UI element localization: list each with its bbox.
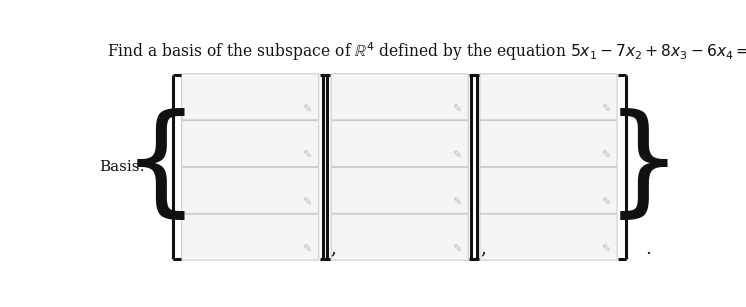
Text: ✎: ✎ [452, 198, 462, 208]
FancyBboxPatch shape [181, 74, 319, 120]
Text: ✎: ✎ [601, 151, 610, 161]
FancyBboxPatch shape [331, 74, 468, 120]
FancyBboxPatch shape [331, 214, 468, 260]
Text: ✎: ✎ [601, 104, 610, 115]
FancyBboxPatch shape [331, 121, 468, 167]
Text: ✎: ✎ [302, 151, 312, 161]
Text: ,: , [480, 240, 486, 258]
Text: ✎: ✎ [452, 151, 462, 161]
Text: ✎: ✎ [601, 198, 610, 208]
Text: $\}$: $\}$ [604, 109, 668, 225]
Text: Find a basis of the subspace of $\mathbb{R}^4$ defined by the equation $5x_1 - 7: Find a basis of the subspace of $\mathbb… [107, 40, 746, 63]
Text: ✎: ✎ [452, 104, 462, 115]
FancyBboxPatch shape [181, 214, 319, 260]
Text: .: . [645, 240, 651, 258]
FancyBboxPatch shape [181, 121, 319, 167]
FancyBboxPatch shape [480, 167, 617, 213]
FancyBboxPatch shape [480, 214, 617, 260]
FancyBboxPatch shape [181, 167, 319, 213]
Text: ✎: ✎ [302, 245, 312, 255]
Text: ,: , [330, 240, 336, 258]
Text: ✎: ✎ [452, 245, 462, 255]
Text: ✎: ✎ [302, 104, 312, 115]
Text: ✎: ✎ [601, 245, 610, 255]
FancyBboxPatch shape [480, 74, 617, 120]
Text: ✎: ✎ [302, 198, 312, 208]
FancyBboxPatch shape [480, 121, 617, 167]
Text: Basis:: Basis: [99, 160, 145, 174]
FancyBboxPatch shape [331, 167, 468, 213]
Text: $\{$: $\{$ [122, 109, 186, 225]
